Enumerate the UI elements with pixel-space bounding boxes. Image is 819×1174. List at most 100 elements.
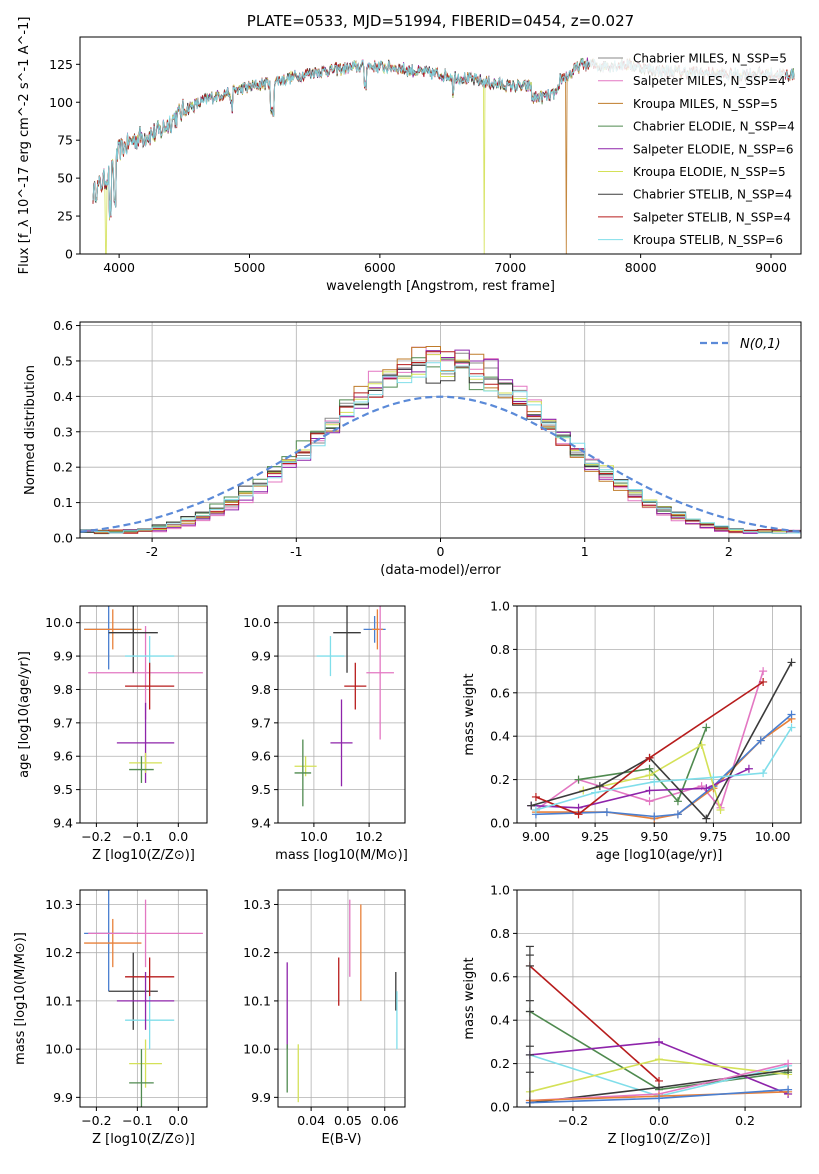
point-marker bbox=[655, 1055, 663, 1064]
y-tick-label: 0.8 bbox=[490, 926, 510, 941]
y-tick-label: 9.6 bbox=[53, 749, 73, 764]
y-tick-label: 0.0 bbox=[490, 816, 510, 831]
x-tick-label: 1 bbox=[581, 544, 589, 559]
spectrum-legend: Chabrier MILES, N_SSP=5 Salpeter MILES, N… bbox=[590, 45, 795, 251]
y-tick-label: 9.5 bbox=[251, 782, 271, 797]
point-marker bbox=[756, 736, 765, 745]
y-tick-label: 0.2 bbox=[490, 1056, 510, 1071]
y-tick-label: 9.9 bbox=[251, 1090, 271, 1105]
y-tick-label: 0.0 bbox=[53, 531, 73, 546]
y-axis-label: Flux [f_λ 10^-17 erg cm^-2 s^-1 A^-1] bbox=[17, 17, 32, 275]
y-tick-label: 9.5 bbox=[53, 782, 73, 797]
x-tick-label: 10.00 bbox=[755, 829, 791, 844]
y-tick-label: 0.0 bbox=[490, 1100, 510, 1115]
point-marker bbox=[702, 723, 711, 732]
point-marker bbox=[650, 777, 659, 786]
x-tick-label: −0.1 bbox=[122, 829, 152, 844]
legend-label: Kroupa MILES, N_SSP=5 bbox=[633, 97, 778, 111]
x-tick-label: −0.1 bbox=[122, 1113, 152, 1128]
axes-frame bbox=[516, 889, 802, 1108]
x-tick-label: 0.04 bbox=[297, 1113, 325, 1128]
y-tick-label: 10.2 bbox=[243, 945, 271, 960]
y-tick-label: 9.9 bbox=[53, 649, 73, 664]
y-tick-label: 9.9 bbox=[251, 649, 271, 664]
x-tick-label: 9000 bbox=[755, 260, 787, 275]
axes-frame bbox=[79, 321, 802, 539]
spectrum-chart: 4000 5000 6000 7000 8000 9000 0 25 50 75 100 125 wav… bbox=[17, 17, 802, 294]
age-vs-mass-chart: 10.0 10.2 9.4 9.5 9.6 9.7 9.8 9.9 10.0 mass [log1… bbox=[243, 605, 408, 863]
point-marker bbox=[784, 1085, 793, 1094]
point-marker bbox=[702, 784, 711, 793]
plot-area bbox=[278, 606, 405, 823]
x-axis-label: Z [log10(Z/Z⊙)] bbox=[92, 1132, 195, 1147]
point-marker bbox=[645, 753, 654, 762]
y-tick-label: 10.0 bbox=[45, 615, 73, 630]
axes-frame bbox=[79, 36, 802, 255]
x-axis-label: E(B-V) bbox=[321, 1132, 361, 1147]
x-tick-label: 0 bbox=[437, 544, 445, 559]
point-marker bbox=[759, 769, 768, 778]
point-marker bbox=[595, 782, 604, 791]
plot-area bbox=[278, 890, 405, 1107]
legend-label: Kroupa ELODIE, N_SSP=5 bbox=[633, 165, 786, 179]
y-tick-label: 1.0 bbox=[490, 599, 510, 614]
x-tick-label: 4000 bbox=[103, 260, 135, 275]
age-vs-Z-chart: −0.2 −0.1 0.0 9.4 9.5 9.6 9.7 9.8 9.9 10.0 Z [log1… bbox=[17, 605, 208, 863]
y-tick-label: 0.3 bbox=[53, 424, 73, 439]
legend-label: N(0,1) bbox=[740, 337, 781, 352]
point-marker bbox=[650, 812, 659, 821]
y-tick-label: 0.4 bbox=[490, 729, 510, 744]
y-tick-label: 9.8 bbox=[251, 682, 271, 697]
x-tick-label: 9.25 bbox=[581, 829, 609, 844]
point-marker bbox=[527, 801, 536, 810]
x-tick-label: 10.0 bbox=[300, 829, 328, 844]
point-marker bbox=[531, 792, 540, 801]
y-tick-label: 10.0 bbox=[243, 1042, 271, 1057]
legend-label: Chabrier ELODIE, N_SSP=4 bbox=[633, 120, 795, 134]
x-axis-label: wavelength [Angstrom, rest frame] bbox=[326, 279, 555, 294]
x-tick-label: 9.75 bbox=[700, 829, 728, 844]
y-axis-label: mass weight bbox=[462, 957, 477, 1039]
y-tick-label: 10.3 bbox=[243, 897, 271, 912]
point-marker bbox=[655, 1094, 663, 1103]
histogram-series bbox=[80, 362, 801, 534]
residuals-legend: N(0,1) bbox=[700, 337, 781, 352]
point-marker bbox=[645, 771, 654, 780]
point-marker bbox=[574, 810, 583, 819]
x-tick-label: 0.0 bbox=[649, 1113, 669, 1128]
y-tick-label: 125 bbox=[49, 57, 73, 72]
mass-vs-EBV-chart: 0.04 0.05 0.06 9.9 10.0 10.1 10.2 10.3 E(B-V) bbox=[243, 889, 406, 1147]
x-tick-label: 2 bbox=[725, 544, 733, 559]
x-axis-label: (data-model)/error bbox=[380, 563, 501, 578]
point-marker bbox=[787, 723, 796, 732]
point-marker bbox=[709, 773, 718, 782]
x-axis-label: age [log10(age/yr)] bbox=[596, 848, 723, 863]
y-axis-label: age [log10(age/yr)] bbox=[17, 651, 32, 778]
x-tick-label: 0.0 bbox=[168, 829, 188, 844]
series-line bbox=[578, 727, 708, 803]
point-marker bbox=[759, 667, 768, 676]
x-tick-label: −0.2 bbox=[81, 829, 111, 844]
y-tick-label: 0.1 bbox=[53, 495, 73, 510]
y-tick-label: 0.6 bbox=[490, 969, 510, 984]
x-tick-label: 0.06 bbox=[371, 1113, 399, 1128]
plot-area bbox=[80, 606, 207, 823]
y-tick-label: 0.8 bbox=[490, 642, 510, 657]
x-tick-label: 8000 bbox=[625, 260, 657, 275]
y-tick-label: 0.4 bbox=[53, 389, 73, 404]
legend-label: Chabrier STELIB, N_SSP=4 bbox=[633, 188, 792, 202]
y-tick-label: 0 bbox=[65, 247, 73, 262]
x-axis-label: Z [log10(Z/Z⊙)] bbox=[608, 1132, 711, 1147]
mass-weight-vs-Z-chart: −0.2 0.0 0.2 0.0 0.2 0.4 0.6 0.8 1.0 Z [log10(Z/Z… bbox=[462, 883, 802, 1147]
page-title: PLATE=0533, MJD=51994, FIBERID=0454, z=0… bbox=[246, 12, 635, 30]
series-line bbox=[529, 965, 660, 1082]
point-marker bbox=[744, 764, 753, 773]
plot-area bbox=[517, 606, 801, 823]
residuals-chart: -2 -1 0 1 2 0.0 0.1 0.2 0.3 0.4 0.5 0.6 (data-model)… bbox=[23, 318, 802, 578]
point-marker bbox=[673, 797, 682, 806]
x-tick-label: 6000 bbox=[364, 260, 396, 275]
point-marker bbox=[645, 786, 654, 795]
point-marker bbox=[645, 797, 654, 806]
point-marker bbox=[716, 805, 725, 814]
